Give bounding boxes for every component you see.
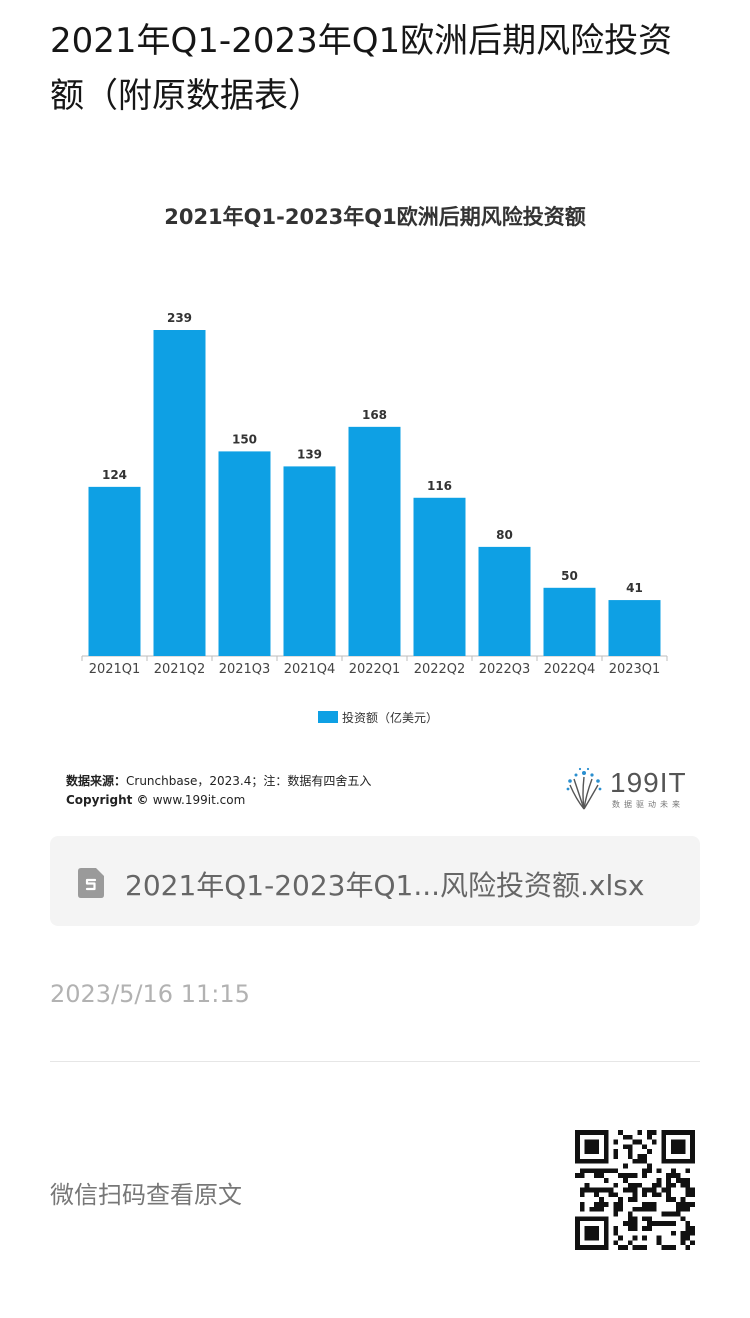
bar-2021Q4 — [283, 466, 336, 656]
legend-label: 投资额（亿美元） — [342, 710, 438, 725]
publish-timestamp: 2023/5/16 11:15 — [50, 980, 250, 1008]
bar-2021Q2 — [153, 330, 206, 656]
bar-chart: 2021年Q1-2023年Q1欧洲后期风险投资额 124 2021Q1 239 2021… — [81, 205, 668, 725]
x-tick-label-2022Q3: 2022Q3 — [479, 662, 531, 677]
data-label-2022Q4: 50 — [561, 569, 578, 583]
199it-logo: 199IT 数据驱动未来 — [560, 765, 700, 815]
bar-2021Q3 — [218, 451, 271, 656]
source-text: Crunchbase，2023.4；注：数据有四舍五入 — [126, 774, 372, 788]
x-tick-label-2021Q3: 2021Q3 — [219, 662, 271, 677]
x-tick-label-2021Q2: 2021Q2 — [154, 662, 206, 677]
bar-2022Q1 — [348, 426, 401, 656]
data-label-2022Q2: 116 — [427, 479, 452, 493]
attachment-card[interactable]: 2021年Q1-2023年Q1...风险投资额.xlsx — [50, 836, 700, 926]
x-tick-label-2022Q1: 2022Q1 — [349, 662, 401, 677]
logo-subtitle: 数据驱动未来 — [612, 800, 684, 809]
qr-code-icon[interactable] — [575, 1130, 695, 1250]
chart-image[interactable]: 2021年Q1-2023年Q1欧洲后期风险投资额 124 2021Q1 239 2021… — [50, 180, 700, 820]
copyright-label: Copyright © — [66, 793, 153, 807]
data-label-2021Q2: 239 — [167, 311, 192, 325]
divider — [50, 1061, 700, 1062]
data-label-2022Q3: 80 — [496, 528, 513, 542]
data-label-2022Q1: 168 — [362, 408, 387, 422]
x-tick-label-2022Q4: 2022Q4 — [544, 662, 596, 677]
x-tick-label-2023Q1: 2023Q1 — [609, 662, 661, 677]
spreadsheet-file-icon — [78, 868, 104, 898]
article-title: 2021年Q1-2023年Q1欧洲后期风险投资额（附原数据表） — [50, 21, 673, 116]
logo-text: 199IT — [610, 767, 687, 798]
logo-burst-icon — [566, 767, 602, 810]
source-line: 数据来源：Crunchbase，2023.4；注：数据有四舍五入 — [66, 772, 486, 789]
x-tick-label-2021Q4: 2021Q4 — [284, 662, 336, 677]
bar-2022Q4 — [543, 587, 596, 656]
bar-2022Q3 — [478, 546, 531, 656]
data-label-2021Q1: 124 — [102, 468, 127, 482]
legend-swatch — [318, 711, 338, 723]
bar-2023Q1 — [608, 600, 661, 656]
bar-2022Q2 — [413, 497, 466, 656]
source-label: 数据来源： — [66, 774, 127, 788]
x-tick-label-2021Q1: 2021Q1 — [89, 662, 141, 677]
qr-label: 微信扫码查看原文 — [50, 1181, 242, 1209]
copyright-text: www.199it.com — [152, 793, 246, 807]
data-label-2023Q1: 41 — [626, 581, 643, 595]
x-tick-label-2022Q2: 2022Q2 — [414, 662, 466, 677]
chart-title: 2021年Q1-2023年Q1欧洲后期风险投资额 — [164, 205, 586, 229]
bar-2021Q1 — [88, 486, 141, 656]
data-label-2021Q4: 139 — [297, 447, 322, 461]
data-label-2021Q3: 150 — [232, 432, 257, 446]
copyright-line: Copyright © www.199it.com — [66, 793, 486, 807]
attachment-file-name: 2021年Q1-2023年Q1...风险投资额.xlsx — [125, 869, 645, 902]
